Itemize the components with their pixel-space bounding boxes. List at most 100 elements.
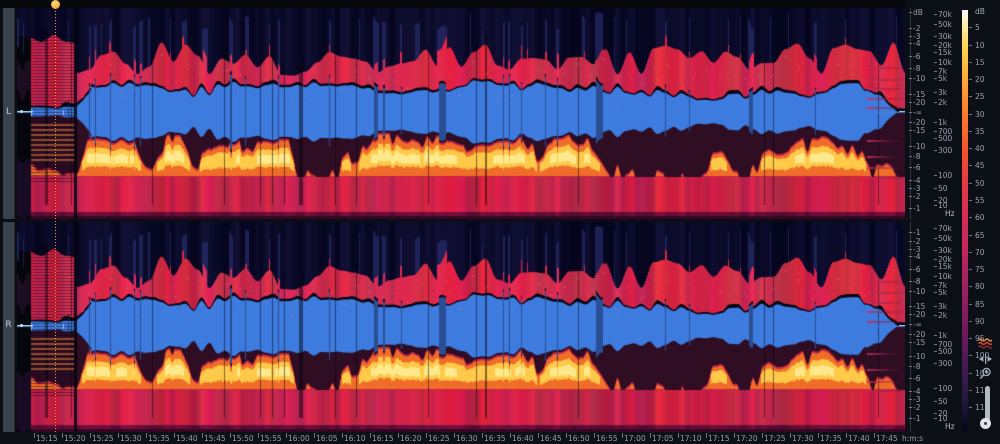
timeline-tick — [622, 433, 623, 438]
timeline-tick-label: 16:30 — [456, 434, 478, 443]
fit-horizontal-icon[interactable] — [978, 352, 992, 366]
freq-scale-label: 15k — [938, 262, 952, 271]
colormap-tick-label: 85 — [975, 300, 985, 309]
amp-scale-tick — [909, 146, 912, 147]
amp-scale-tick — [909, 188, 912, 189]
timeline-tick-label: 15:45 — [204, 434, 226, 443]
timeline-tick-label: 17:25 — [764, 434, 786, 443]
timeline-tick-label: 15:40 — [176, 434, 198, 443]
timeline-tick-label: 15:30 — [120, 434, 142, 443]
timeline-tick — [482, 433, 483, 438]
freq-scale-tick — [934, 205, 937, 206]
channel-label-left: L — [5, 107, 11, 117]
timeline-tick — [62, 433, 63, 438]
freq-scale-label: 1k — [938, 331, 948, 340]
timeline-tick — [174, 433, 175, 438]
amp-scale-tick — [909, 167, 912, 168]
freq-scale-label: 50k — [938, 20, 952, 29]
timeline-tick — [426, 433, 427, 438]
freq-scale-label: 500 — [938, 134, 953, 143]
amplitude-ruler-left-channel[interactable]: dB -2 -3 -4 -6 -8 -10 -15 -20 -∞ -20 -15 -10 -8 -6 -4 -3… — [906, 8, 934, 219]
amp-scale-tick — [909, 418, 912, 419]
freq-scale-tick — [934, 150, 937, 151]
frequency-ruler-right-channel[interactable]: 70k 50k 30k 20k 15k 10k 7k 5k 3k 2k 1k 700 500 300 100… — [931, 222, 962, 432]
timeline-tick — [314, 433, 315, 438]
colormap-tick — [969, 200, 972, 201]
freq-scale-label: 50k — [938, 234, 952, 243]
amplitude-ruler-right-channel[interactable]: -1 -2 -3 -4 -6 -8 -10 -15 -20 -∞ -20 -15 -10 -8 -6 -4 -3… — [906, 222, 934, 432]
amp-scale-label: -10 — [913, 74, 926, 83]
zoom-slider-handle[interactable] — [980, 418, 991, 429]
frequency-ruler-left-channel[interactable]: 70k 50k 30k 20k 15k 10k 7k 5k 3k 2k 1k 700 500 300 100… — [931, 8, 962, 219]
amp-scale-label: dB — [913, 8, 923, 17]
zero-line-handle-R[interactable] — [20, 324, 23, 327]
zoom-slider[interactable] — [985, 386, 990, 428]
playhead-line[interactable] — [55, 8, 56, 432]
freq-scale-label: 7k — [938, 67, 948, 76]
freq-scale-label: 2k — [938, 311, 948, 320]
freq-scale-tick — [934, 315, 937, 316]
freq-scale-label: 10 — [938, 201, 948, 210]
timeline-tick — [538, 433, 539, 438]
amp-scale-label: -1 — [913, 414, 921, 423]
right-scale-panel — [905, 0, 1000, 444]
freq-scale-tick — [934, 266, 937, 267]
spectral-view-icon[interactable] — [978, 336, 992, 350]
timeline-tick-label: 17:05 — [652, 434, 674, 443]
spectrogram-left-channel[interactable] — [17, 8, 907, 219]
timeline-tick-label: 15:20 — [64, 434, 86, 443]
timeline-ruler[interactable]: h:m:s 15:15 15:20 15:25 15:30 15:35 15:40 15:4… — [0, 432, 1000, 444]
freq-scale-label: 2k — [938, 98, 948, 107]
amp-scale-label: -20 — [913, 330, 926, 339]
timeline-tick — [818, 433, 819, 438]
playhead-marker[interactable] — [51, 0, 60, 9]
amp-scale-label: -2 — [913, 24, 921, 33]
timeline-tick-label: 17:10 — [680, 434, 702, 443]
amp-scale-label: -20 — [913, 98, 926, 107]
freq-scale-label: 20k — [938, 41, 952, 50]
zero-line-left-R[interactable] — [17, 325, 33, 326]
timeline-tick — [342, 433, 343, 438]
timeline-tick-label: 17:15 — [708, 434, 730, 443]
freq-scale-tick — [934, 71, 937, 72]
timeline-tick-label: 16:35 — [484, 434, 506, 443]
zero-line-handle-L[interactable] — [20, 110, 23, 113]
amp-scale-tick — [909, 291, 912, 292]
colormap-tick — [969, 407, 972, 408]
freq-scale-label: 10 — [938, 414, 948, 423]
amp-scale-label: -3 — [913, 32, 921, 41]
freq-scale-tick — [934, 413, 937, 414]
amp-scale-label: -10 — [913, 142, 926, 151]
amp-scale-tick — [909, 130, 912, 131]
amp-scale-tick — [909, 391, 912, 392]
freq-scale-tick — [934, 24, 937, 25]
channel-strip-left[interactable]: L — [3, 8, 15, 219]
timeline-tick — [650, 433, 651, 438]
freq-scale-label: 70k — [938, 224, 952, 233]
freq-scale-label: 100 — [938, 384, 953, 393]
freq-scale-tick — [934, 344, 937, 345]
amp-scale-tick — [909, 180, 912, 181]
channel-strip-right[interactable]: R — [3, 222, 15, 432]
timeline-tick-label: 16:45 — [540, 434, 562, 443]
zero-line-left-L[interactable] — [17, 111, 33, 112]
freq-scale-tick — [934, 401, 937, 402]
amp-scale-tick — [909, 366, 912, 367]
spectrogram-right-channel[interactable] — [17, 222, 907, 432]
freq-scale-tick — [934, 306, 937, 307]
timeline-tick — [734, 433, 735, 438]
timeline-tick-label: 16:40 — [512, 434, 534, 443]
colormap-legend-bar[interactable] — [962, 10, 968, 431]
timeline-tick — [230, 433, 231, 438]
colormap-tick-label: 40 — [975, 144, 985, 153]
zoom-in-icon[interactable] — [978, 366, 992, 380]
amp-scale-label: -1 — [913, 204, 921, 213]
amp-scale-tick — [909, 269, 912, 270]
freq-scale-label: 50 — [938, 397, 948, 406]
timeline-tick — [370, 433, 371, 438]
timeline-tick-label: 15:50 — [232, 434, 254, 443]
amp-scale-tick — [909, 306, 912, 307]
amp-scale-label: -4 — [913, 387, 921, 396]
amp-scale-label: -4 — [913, 176, 921, 185]
